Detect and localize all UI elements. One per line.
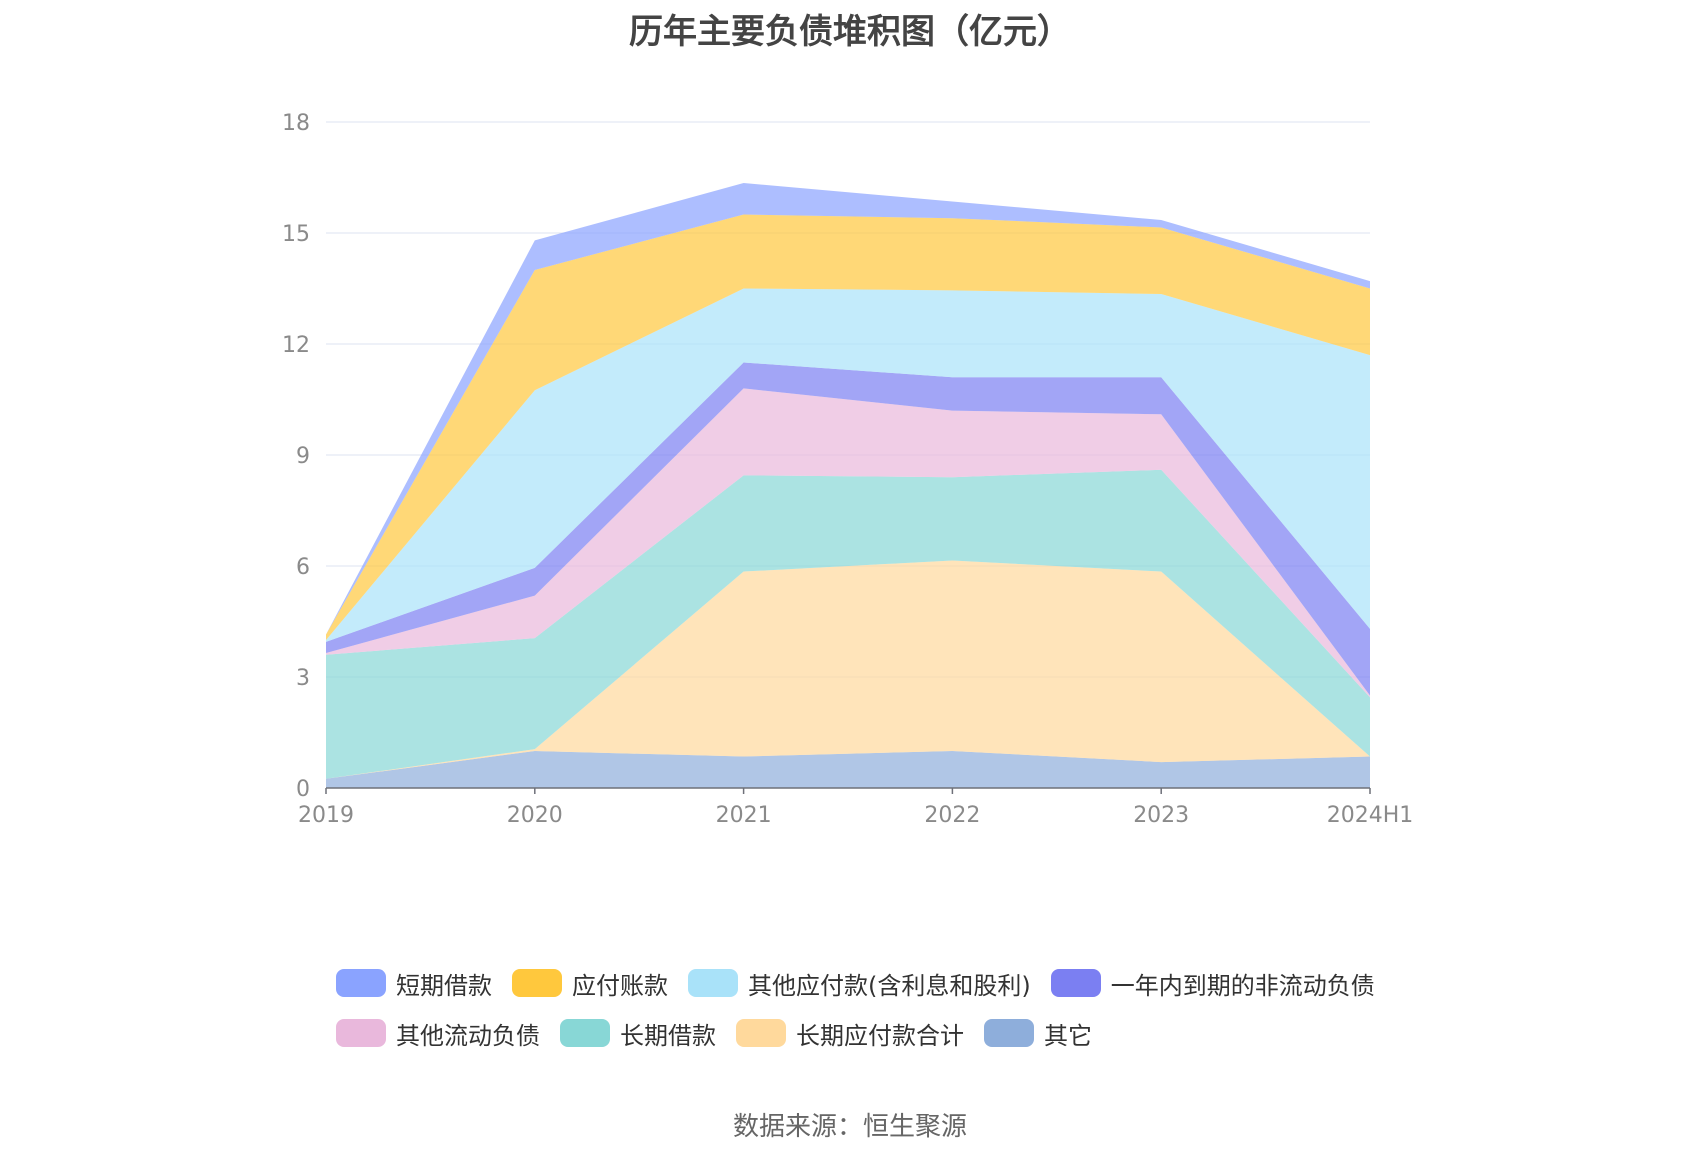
y-tick-label: 12	[282, 333, 310, 358]
legend-label: 应付账款	[572, 971, 668, 1000]
legend-label: 长期应付款合计	[796, 1021, 964, 1050]
legend-swatch	[736, 1019, 786, 1047]
y-tick-label: 9	[296, 444, 310, 469]
legend-label: 其它	[1044, 1021, 1092, 1050]
x-tick-label: 2019	[298, 803, 354, 828]
legend-item[interactable]: 其他流动负债	[336, 1016, 540, 1051]
legend: 短期借款 应付账款 其他应付款(含利息和股利) 一年内到期的非流动负债其他流动负债 长期…	[336, 958, 1436, 1058]
legend-label: 其他流动负债	[396, 1021, 540, 1050]
area-series-6	[326, 214, 1370, 640]
legend-swatch	[336, 1019, 386, 1047]
legend-swatch	[336, 969, 386, 997]
y-tick-label: 3	[296, 666, 310, 691]
x-tick-label: 2021	[716, 803, 772, 828]
legend-item[interactable]: 长期应付款合计	[736, 1016, 964, 1051]
area-series-5	[326, 288, 1370, 642]
legend-row: 短期借款 应付账款 其他应付款(含利息和股利) 一年内到期的非流动负债	[336, 958, 1436, 1008]
legend-label: 其他应付款(含利息和股利)	[748, 971, 1031, 1000]
data-source-note: 数据来源：恒生聚源	[732, 1112, 967, 1142]
area-series-3	[326, 388, 1370, 698]
y-tick-label: 6	[296, 555, 310, 580]
legend-label: 一年内到期的非流动负债	[1110, 971, 1375, 1000]
area-series-2	[326, 469, 1370, 779]
legend-row: 其他流动负债 长期借款 长期应付款合计 其它	[336, 1008, 1436, 1058]
legend-item[interactable]: 长期借款	[560, 1016, 716, 1051]
x-tick-label: 2024H1	[1327, 803, 1414, 828]
x-axis	[325, 787, 1371, 794]
legend-swatch	[560, 1019, 610, 1047]
area-series-layer	[326, 183, 1370, 788]
x-tick-label: 2023	[1133, 803, 1189, 828]
x-axis-tick-labels: 2019 2020 2021 2022 2023 2024H1	[298, 803, 1413, 828]
x-tick-label: 2022	[924, 803, 980, 828]
legend-item[interactable]: 短期借款	[336, 966, 492, 1001]
legend-item[interactable]: 应付账款	[512, 966, 668, 1001]
y-tick-label: 18	[282, 111, 310, 136]
legend-swatch	[688, 969, 738, 997]
y-tick-label: 15	[282, 222, 310, 247]
legend-label: 长期借款	[620, 1021, 716, 1050]
y-axis-tick-labels: 0 3 6 9 12 15 18	[282, 111, 310, 802]
legend-item[interactable]: 其它	[984, 1016, 1092, 1051]
area-series-1	[326, 560, 1370, 779]
y-tick-label: 0	[296, 777, 310, 802]
legend-swatch	[1050, 969, 1101, 997]
legend-item[interactable]: 其他应付款(含利息和股利)	[688, 966, 1031, 1001]
x-tick-label: 2020	[507, 803, 563, 828]
area-series-0	[326, 751, 1370, 788]
chart-title: 历年主要负债堆积图（亿元）	[629, 12, 1071, 52]
legend-swatch	[984, 1019, 1034, 1047]
legend-label: 短期借款	[396, 971, 492, 1000]
legend-swatch	[512, 969, 562, 997]
legend-item[interactable]: 一年内到期的非流动负债	[1050, 966, 1375, 1001]
